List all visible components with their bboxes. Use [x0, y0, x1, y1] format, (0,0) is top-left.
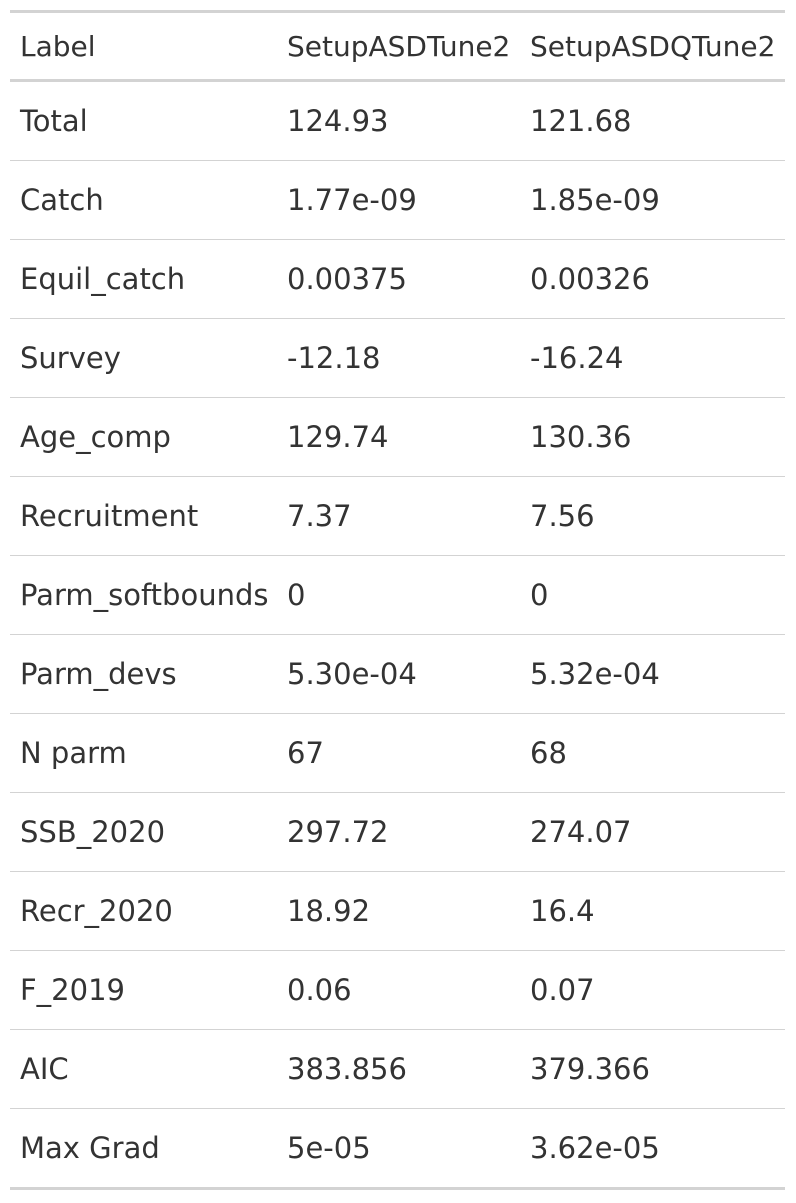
cell-setup-asd-tune2: 383.856	[277, 1029, 520, 1109]
table-row: N parm 67 68	[10, 713, 785, 793]
table-row: Total 124.93 121.68	[10, 81, 785, 161]
table-container: Label SetupASDTune2 SetupASDQTune2 Total…	[10, 10, 785, 1190]
cell-setup-asdq-tune2: 7.56	[520, 476, 785, 556]
cell-setup-asd-tune2: 18.92	[277, 871, 520, 951]
table-body: Total 124.93 121.68 Catch 1.77e-09 1.85e-09 Eq…	[10, 81, 785, 1189]
cell-label: AIC	[10, 1029, 277, 1109]
cell-setup-asdq-tune2: 5.32e-04	[520, 634, 785, 714]
cell-setup-asd-tune2: 67	[277, 713, 520, 793]
cell-setup-asdq-tune2: 68	[520, 713, 785, 793]
cell-setup-asd-tune2: 297.72	[277, 792, 520, 872]
cell-label: Age_comp	[10, 397, 277, 477]
table-row: Recr_2020 18.92 16.4	[10, 871, 785, 951]
cell-setup-asd-tune2: 0.00375	[277, 239, 520, 319]
cell-setup-asdq-tune2: 0.00326	[520, 239, 785, 319]
cell-setup-asdq-tune2: 0.07	[520, 950, 785, 1030]
cell-setup-asdq-tune2: 0	[520, 555, 785, 635]
table-row: Catch 1.77e-09 1.85e-09	[10, 160, 785, 240]
cell-setup-asdq-tune2: 3.62e-05	[520, 1108, 785, 1189]
cell-setup-asd-tune2: 0.06	[277, 950, 520, 1030]
cell-label: Recr_2020	[10, 871, 277, 951]
table-row: AIC 383.856 379.366	[10, 1029, 785, 1109]
cell-label: N parm	[10, 713, 277, 793]
cell-label: Parm_softbounds	[10, 555, 277, 635]
cell-setup-asdq-tune2: 274.07	[520, 792, 785, 872]
cell-label: Survey	[10, 318, 277, 398]
cell-setup-asdq-tune2: 379.366	[520, 1029, 785, 1109]
cell-label: F_2019	[10, 950, 277, 1030]
table-row: F_2019 0.06 0.07	[10, 950, 785, 1030]
cell-label: SSB_2020	[10, 792, 277, 872]
table-row: Max Grad 5e-05 3.62e-05	[10, 1108, 785, 1189]
table-row: Age_comp 129.74 130.36	[10, 397, 785, 477]
table-header: Label SetupASDTune2 SetupASDQTune2	[10, 11, 785, 82]
cell-setup-asdq-tune2: 130.36	[520, 397, 785, 477]
table-row: Equil_catch 0.00375 0.00326	[10, 239, 785, 319]
cell-setup-asd-tune2: 0	[277, 555, 520, 635]
cell-setup-asd-tune2: 124.93	[287, 104, 389, 138]
cell-label: Parm_devs	[10, 634, 277, 714]
cell-label: Max Grad	[10, 1108, 277, 1189]
table-row: Survey -12.18 -16.24	[10, 318, 785, 398]
header-label: Label	[10, 11, 277, 82]
header-setup-asdq-tune2: SetupASDQTune2	[520, 11, 785, 82]
cell-setup-asd-tune2: 7.37	[277, 476, 520, 556]
cell-setup-asd-tune2: 5.30e-04	[277, 634, 520, 714]
cell-setup-asdq-tune2: -16.24	[520, 318, 785, 398]
model-comparison-table: Label SetupASDTune2 SetupASDQTune2 Total…	[10, 10, 785, 1190]
cell-label: Equil_catch	[10, 239, 277, 319]
header-setup-asd-tune2: SetupASDTune2	[277, 11, 520, 82]
cell-setup-asdq-tune2: 16.4	[520, 871, 785, 951]
cell-setup-asd-tune2: 1.77e-09	[277, 160, 520, 240]
table-row: Parm_devs 5.30e-04 5.32e-04	[10, 634, 785, 714]
cell-label: Total	[20, 104, 88, 138]
cell-label: Recruitment	[10, 476, 277, 556]
cell-setup-asdq-tune2: 121.68	[530, 104, 632, 138]
header-row: Label SetupASDTune2 SetupASDQTune2	[10, 11, 785, 82]
cell-setup-asd-tune2: 129.74	[277, 397, 520, 477]
cell-setup-asdq-tune2: 1.85e-09	[520, 160, 785, 240]
cell-setup-asd-tune2: 5e-05	[277, 1108, 520, 1189]
cell-setup-asd-tune2: -12.18	[277, 318, 520, 398]
table-row: Recruitment 7.37 7.56	[10, 476, 785, 556]
cell-label: Catch	[10, 160, 277, 240]
table-row: Parm_softbounds 0 0	[10, 555, 785, 635]
table-row: SSB_2020 297.72 274.07	[10, 792, 785, 872]
